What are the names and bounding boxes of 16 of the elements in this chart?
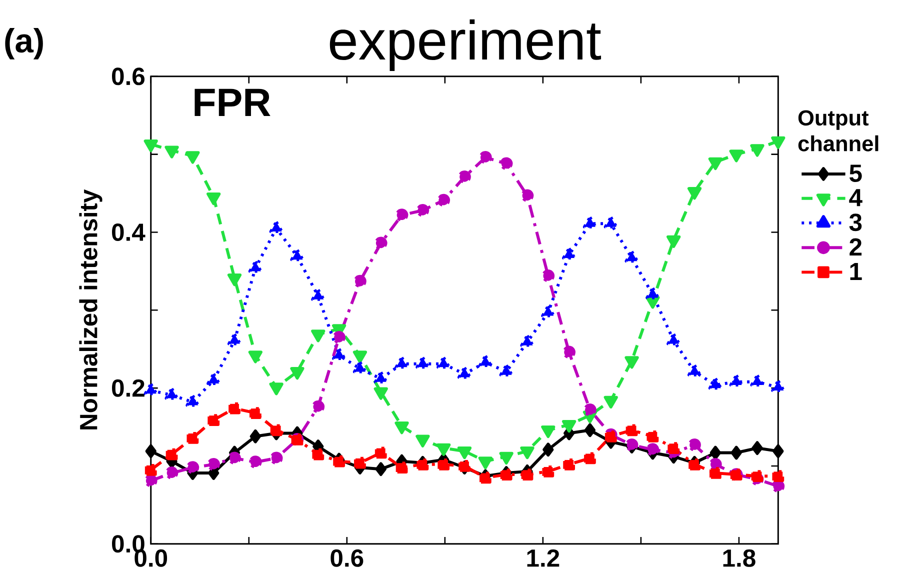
text: (a) — [5, 28, 43, 60]
annotation: FPR — [194, 89, 270, 116]
y-tick-label: 0.2 — [112, 380, 144, 398]
y-tick-label: 0.4 — [112, 224, 146, 242]
legend-label: 5 — [850, 164, 862, 182]
chart-title: experiment — [330, 20, 602, 72]
legend-label: 4 — [849, 189, 862, 206]
y-axis-title: Normalized intensity — [79, 190, 102, 430]
legend-label: 2 — [850, 238, 862, 256]
y-tick-label: 0.6 — [112, 68, 144, 86]
x-tick-label: 0.6 — [330, 550, 364, 568]
legend-title: Output channel — [798, 110, 878, 152]
x-tick-label: 1.8 — [723, 550, 756, 568]
legend-label: 1 — [850, 263, 862, 280]
legend-label: 3 — [849, 214, 862, 232]
x-tick-label: 1.2 — [527, 550, 560, 567]
